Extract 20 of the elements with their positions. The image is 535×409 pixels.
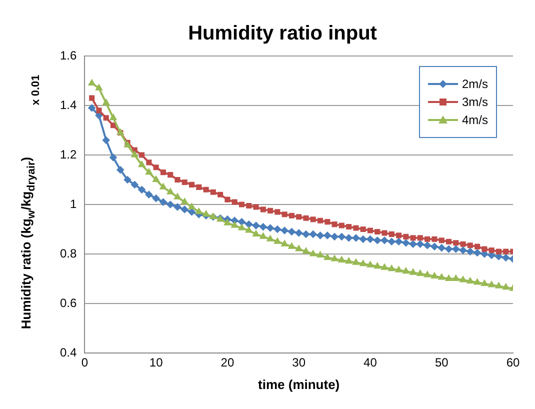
y-tick-label: 0.8: [60, 246, 77, 260]
y-tick-label: 0.4: [60, 345, 77, 360]
x-tick-label: 50: [434, 356, 449, 370]
x-tick-label: 60: [506, 356, 520, 370]
x-tick-label: 0: [81, 356, 88, 370]
x-tick-label: 40: [364, 356, 378, 370]
chart-title: Humidity ratio input: [188, 22, 378, 45]
x-axis-title: time (minute): [258, 376, 340, 392]
y-tick-label: 0.6: [60, 296, 77, 310]
x-tick-label: 10: [149, 356, 164, 370]
y-tick-label: 1: [70, 196, 77, 211]
x-tick-label: 20: [220, 356, 234, 370]
y-tick-label: 1.2: [60, 147, 77, 162]
y-tick-label: 1.4: [60, 98, 77, 112]
legend-label: 3m/s: [462, 95, 488, 109]
y-tick-label: 1.6: [60, 48, 77, 62]
legend-label: 4m/s: [462, 113, 488, 127]
legend-label: 2m/s: [462, 77, 488, 91]
text: x 0.01: [30, 74, 42, 106]
x-tick-label: 30: [292, 356, 306, 370]
